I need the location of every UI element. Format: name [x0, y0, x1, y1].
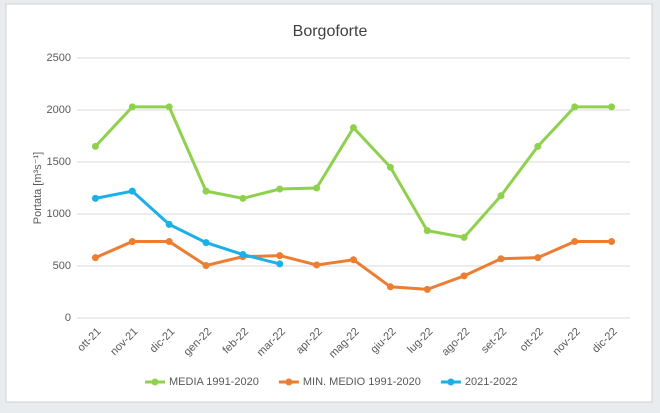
point [239, 251, 247, 259]
y-tick-label: 2500 [47, 52, 71, 64]
y-tick-label: 500 [53, 260, 71, 272]
y-tick-label: 1000 [47, 208, 71, 220]
chart-frame [5, 3, 653, 403]
point [534, 254, 542, 262]
legend-label: MEDIA 1991-2020 [169, 376, 259, 388]
point [128, 103, 136, 111]
point [423, 285, 431, 293]
point [571, 238, 579, 246]
series-line [95, 189, 281, 266]
point [350, 124, 357, 132]
legend-marker [447, 378, 455, 386]
point [313, 261, 321, 269]
point [460, 233, 468, 241]
y-tick-label: 0 [65, 312, 71, 324]
point [276, 260, 284, 268]
point [313, 184, 321, 192]
point [276, 252, 284, 260]
point [350, 256, 357, 264]
point [497, 255, 505, 263]
point [128, 238, 136, 246]
legend-label: MIN. MEDIO 1991-2020 [303, 376, 421, 388]
point [165, 103, 173, 111]
point [571, 103, 579, 111]
point [165, 238, 173, 246]
point [128, 187, 136, 195]
point [423, 227, 431, 235]
point [91, 142, 99, 150]
legend-marker [151, 378, 159, 386]
point [91, 194, 99, 202]
point [276, 185, 284, 193]
point [608, 238, 616, 246]
point [202, 239, 210, 247]
point [497, 192, 505, 200]
y-axis-label: Portata [m³s⁻¹] [32, 152, 44, 224]
y-tick-label: 2000 [47, 104, 71, 116]
point [202, 187, 210, 195]
point [165, 220, 173, 228]
point [608, 103, 616, 111]
point [239, 194, 247, 202]
legend-marker [285, 378, 293, 386]
chart-title: Borgoforte [293, 23, 368, 40]
point [386, 283, 394, 291]
point [91, 254, 99, 262]
point [202, 261, 210, 269]
y-tick-label: 1500 [47, 156, 71, 168]
legend-label: 2021-2022 [465, 376, 518, 388]
point [386, 163, 394, 171]
point [534, 142, 542, 150]
point [460, 272, 468, 280]
